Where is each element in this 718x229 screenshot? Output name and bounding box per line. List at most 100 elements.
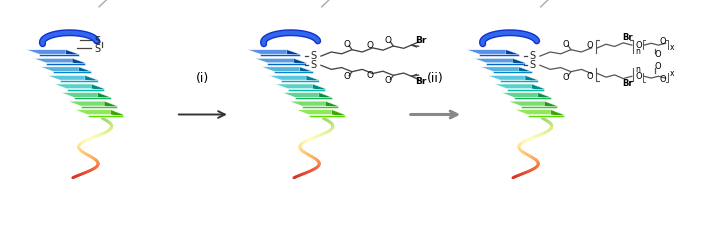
Text: O: O (563, 73, 569, 82)
Text: O: O (635, 72, 643, 81)
Polygon shape (267, 63, 306, 65)
Polygon shape (531, 84, 544, 91)
Polygon shape (75, 110, 123, 115)
Polygon shape (480, 67, 531, 71)
Polygon shape (91, 84, 104, 91)
Polygon shape (104, 101, 117, 108)
Text: O: O (586, 72, 593, 81)
Text: S: S (311, 51, 317, 61)
Polygon shape (296, 110, 345, 115)
Polygon shape (46, 63, 85, 65)
Text: (i): (i) (196, 72, 210, 85)
Polygon shape (282, 93, 332, 97)
Polygon shape (325, 101, 338, 108)
Polygon shape (494, 84, 544, 89)
Polygon shape (480, 54, 518, 56)
Polygon shape (521, 106, 557, 108)
Polygon shape (306, 75, 319, 82)
Polygon shape (54, 84, 104, 89)
Polygon shape (88, 115, 123, 117)
Polygon shape (260, 54, 300, 56)
Text: S: S (95, 35, 101, 46)
Polygon shape (85, 75, 98, 82)
Text: n: n (635, 65, 640, 74)
Polygon shape (544, 101, 557, 108)
Polygon shape (528, 115, 564, 117)
Polygon shape (319, 93, 332, 99)
Polygon shape (505, 50, 518, 56)
Text: S: S (530, 60, 536, 70)
Polygon shape (486, 63, 525, 65)
Polygon shape (261, 67, 312, 71)
Polygon shape (515, 110, 564, 115)
Polygon shape (501, 93, 551, 97)
Text: S: S (530, 51, 536, 61)
Polygon shape (67, 89, 104, 91)
Text: Br: Br (415, 77, 426, 86)
Polygon shape (268, 75, 319, 80)
Polygon shape (72, 58, 85, 65)
Polygon shape (309, 115, 345, 117)
Text: n: n (635, 47, 640, 56)
Polygon shape (281, 80, 319, 82)
Text: O: O (659, 37, 666, 46)
Text: O: O (586, 41, 593, 50)
Polygon shape (295, 97, 332, 99)
Polygon shape (500, 80, 538, 82)
Polygon shape (288, 89, 325, 91)
Polygon shape (247, 50, 300, 54)
Polygon shape (286, 50, 300, 56)
Polygon shape (80, 106, 117, 108)
Polygon shape (518, 67, 531, 74)
Text: O: O (385, 36, 392, 46)
Polygon shape (98, 93, 111, 99)
Text: O: O (343, 72, 350, 81)
Polygon shape (111, 110, 123, 117)
Polygon shape (33, 58, 85, 63)
Polygon shape (507, 89, 544, 91)
Polygon shape (74, 97, 111, 99)
Polygon shape (551, 110, 564, 117)
Text: O: O (563, 40, 569, 49)
Polygon shape (467, 50, 518, 54)
Text: O: O (635, 41, 643, 50)
Polygon shape (508, 101, 557, 106)
Text: O: O (343, 40, 350, 49)
Text: Br: Br (623, 79, 633, 88)
Polygon shape (538, 93, 551, 99)
Text: O: O (385, 76, 392, 85)
Text: Br: Br (415, 35, 426, 45)
Polygon shape (289, 101, 338, 106)
Polygon shape (60, 80, 98, 82)
Polygon shape (53, 71, 91, 74)
Polygon shape (61, 93, 111, 97)
Polygon shape (514, 97, 551, 99)
Text: Br: Br (623, 33, 633, 42)
Polygon shape (40, 67, 91, 71)
Text: S: S (311, 60, 317, 70)
Polygon shape (299, 67, 312, 74)
Text: S: S (95, 44, 101, 54)
Text: O: O (367, 71, 374, 80)
Polygon shape (275, 84, 325, 89)
Text: O: O (654, 50, 661, 59)
Polygon shape (78, 67, 91, 74)
Polygon shape (512, 58, 525, 65)
Polygon shape (39, 54, 79, 56)
Polygon shape (525, 75, 538, 82)
Polygon shape (274, 71, 312, 74)
Polygon shape (254, 58, 306, 63)
Polygon shape (302, 106, 338, 108)
Polygon shape (293, 58, 306, 65)
Polygon shape (47, 75, 98, 80)
Polygon shape (67, 101, 117, 106)
Polygon shape (487, 75, 538, 80)
Polygon shape (26, 50, 79, 54)
Text: (ii): (ii) (427, 72, 444, 85)
Polygon shape (493, 71, 531, 74)
Polygon shape (312, 84, 325, 91)
Text: O: O (367, 41, 374, 50)
Polygon shape (65, 50, 79, 56)
Polygon shape (332, 110, 345, 117)
Text: O: O (654, 62, 661, 71)
